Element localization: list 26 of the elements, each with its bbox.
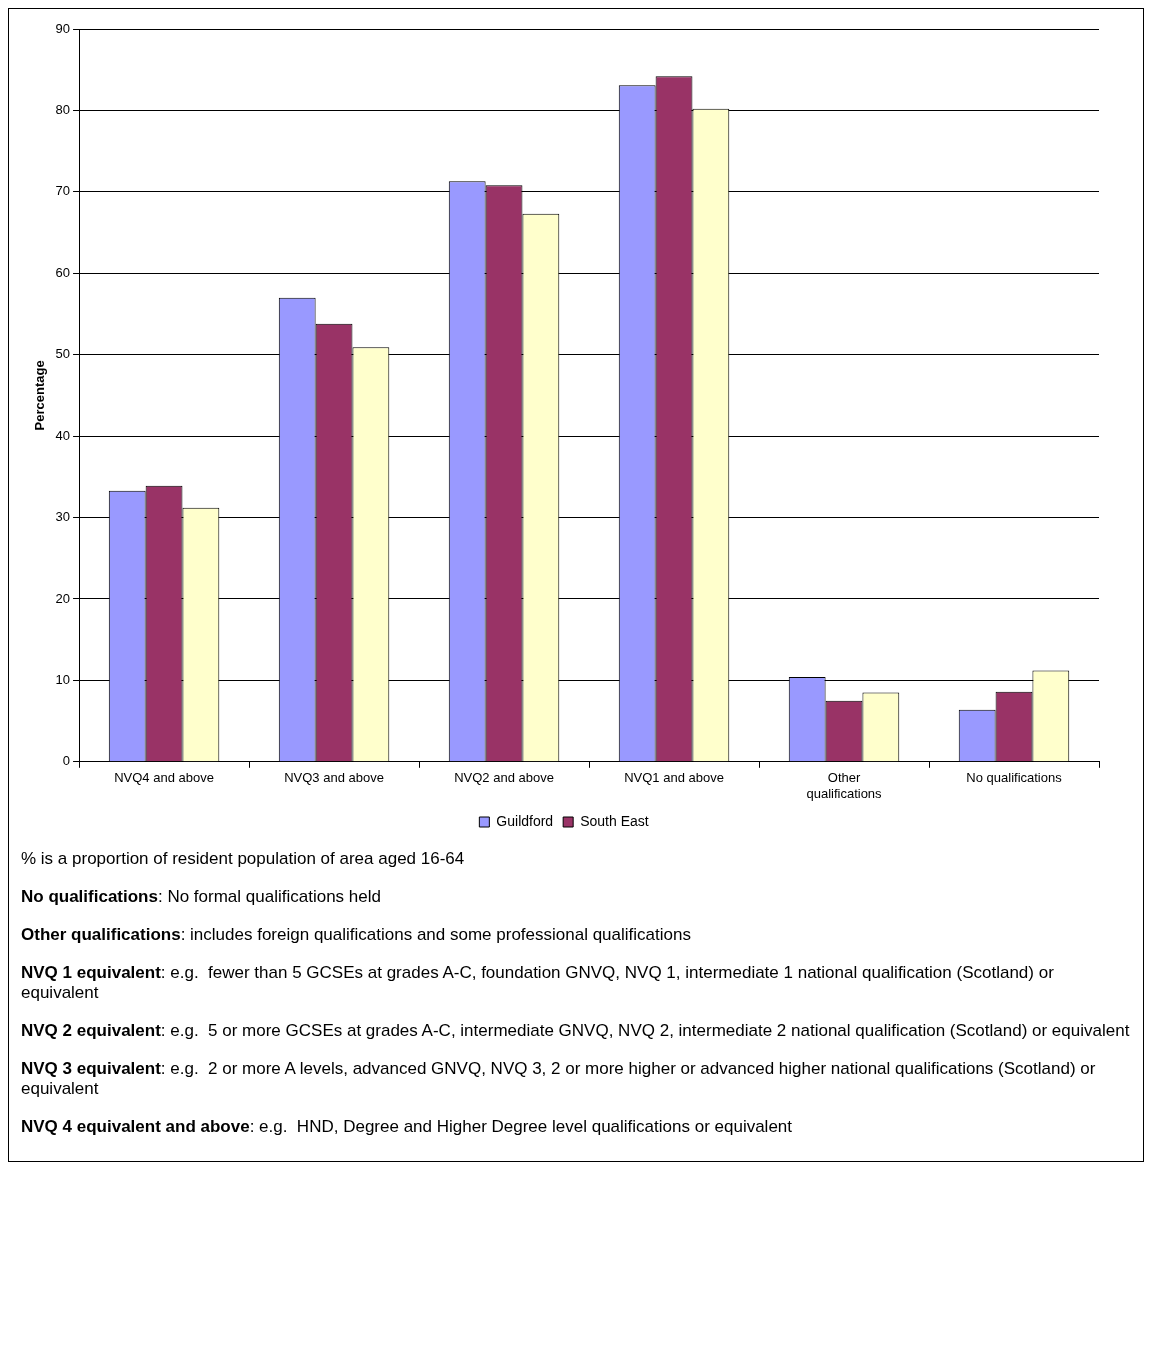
text: NVQ 3 equivalent: e.g. 2 or more A levels, advanced GNVQ, NVQ 3, 2 or more higher or advanced higher national qualifications (Scotland) or equivalent [21, 1059, 1096, 1098]
x-tick-label: Other qualifications [806, 770, 883, 801]
y-axis-title: Percentage [32, 360, 48, 431]
y-tick-label: 30 [55, 509, 71, 525]
y-tick-label: 70 [55, 183, 71, 199]
x-tick-label: NVQ2 and above [454, 770, 554, 786]
x-tick-label: NVQ3 and above [284, 770, 384, 786]
y-tick-label: 90 [55, 20, 71, 36]
text: % is a proportion of resident population of area aged 16-64 [21, 849, 466, 869]
text: NVQ 2 equivalent: e.g. 5 or more GCSEs at grades A-C, intermediate GNVQ, NVQ 2, intermediate 2 national qualification (Scotland) or equivalent [21, 1021, 1130, 1040]
y-tick-label: 40 [55, 427, 71, 443]
x-tick-label: NVQ4 and above [114, 770, 214, 786]
y-tick-label: 0 [62, 753, 71, 769]
y-tick-label: 20 [55, 590, 71, 606]
text: NVQ 1 equivalent: e.g. fewer than 5 GCSEs at grades A-C, foundation GNVQ, NVQ 1, intermediate 1 national qualification (Scotland) or equivalent [21, 963, 1054, 1002]
y-tick-label: 80 [55, 102, 71, 117]
text: NVQ 4 equivalent and above: e.g. HND, Degree and Higher Degree level qualifications or equivalent [21, 1117, 793, 1136]
text: Other qualifications: includes foreign qualifications and some professional qualifications [21, 925, 691, 944]
y-tick-label: 10 [55, 671, 71, 687]
y-tick-label: 50 [55, 346, 71, 362]
x-tick-label: NVQ1 and above [624, 770, 724, 786]
legend-label: South East [580, 812, 649, 829]
x-tick-label: No qualifications [966, 770, 1063, 786]
legend-label: Guildford [496, 812, 554, 829]
text: No qualifications: No formal qualifications held [21, 887, 381, 906]
y-tick-label: 60 [55, 264, 71, 280]
